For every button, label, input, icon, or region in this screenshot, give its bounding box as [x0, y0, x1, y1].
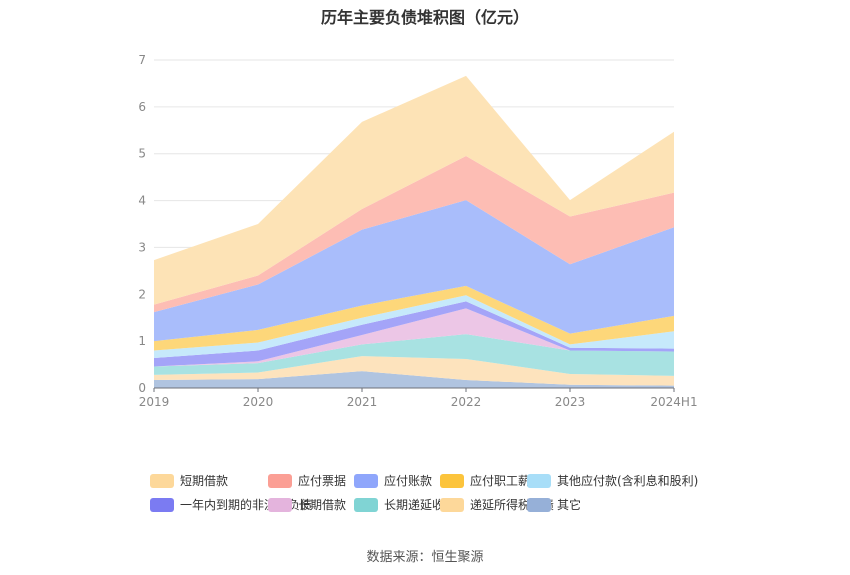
chart-title: 历年主要负债堆积图（亿元）: [320, 8, 529, 27]
area-series-3: [154, 308, 674, 367]
area-series-2: [154, 334, 674, 376]
x-tick-label: 2022: [451, 395, 482, 409]
area-series-6: [154, 285, 674, 351]
legend-item[interactable]: 应付账款: [354, 473, 432, 488]
area-series-4: [154, 301, 674, 367]
legend: 短期借款 应付票据 应付账款 应付职工薪酬 其他应付款(含利息和股利) 一年内到期的非流动…: [150, 473, 698, 512]
legend-item[interactable]: 长期借款: [268, 498, 346, 512]
area-series-5: [154, 295, 674, 359]
area-series-9: [154, 75, 674, 305]
x-tick-label: 2019: [139, 395, 170, 409]
legend-swatch: [268, 498, 292, 512]
area-series-1: [154, 356, 674, 386]
legend-swatch: [150, 474, 174, 488]
legend-item[interactable]: 应付票据: [268, 473, 346, 488]
area-series-7: [154, 200, 674, 342]
legend-label: 短期借款: [180, 474, 228, 488]
y-tick-label: 5: [138, 147, 146, 161]
x-tick-label: 2020: [243, 395, 274, 409]
legend-swatch: [527, 474, 551, 488]
x-tick-label: 2024H1: [650, 395, 697, 409]
y-tick-label: 1: [138, 334, 146, 348]
legend-label: 长期借款: [298, 498, 346, 512]
legend-label: 应付职工薪酬: [470, 473, 542, 488]
legend-swatch: [527, 498, 551, 512]
legend-item[interactable]: 其它: [527, 497, 581, 512]
legend-swatch: [440, 474, 464, 488]
legend-item[interactable]: 短期借款: [150, 474, 228, 488]
legend-swatch: [150, 498, 174, 512]
y-tick-label: 3: [138, 240, 146, 254]
legend-label: 一年内到期的非流动负债: [180, 497, 312, 512]
legend-label: 应付账款: [384, 473, 432, 488]
legend-swatch: [354, 474, 378, 488]
y-tick-label: 7: [138, 53, 146, 67]
x-tick-label: 2021: [347, 395, 378, 409]
legend-item[interactable]: 长期递延收益: [354, 498, 456, 512]
area-series-8: [154, 156, 674, 313]
legend-swatch: [440, 498, 464, 512]
legend-label: 其他应付款(含利息和股利): [557, 473, 698, 488]
y-tick-label: 0: [138, 381, 146, 395]
area-series-0: [154, 371, 674, 388]
x-tick-label: 2023: [555, 395, 586, 409]
axes: 0 1 2 3 4 5 6 7 2019 2020 2021 2022 2023 2024H1: [138, 53, 697, 409]
area-series: [154, 75, 674, 388]
legend-swatch: [268, 474, 292, 488]
y-tick-label: 4: [138, 194, 146, 208]
legend-label: 应付票据: [298, 473, 346, 488]
y-tick-label: 2: [138, 287, 146, 301]
legend-item[interactable]: 应付职工薪酬: [440, 473, 542, 488]
legend-label: 其它: [557, 497, 581, 512]
data-source: 数据来源：恒生聚源: [366, 550, 484, 565]
legend-swatch: [354, 498, 378, 512]
y-tick-label: 6: [138, 100, 146, 114]
legend-label: 长期递延收益: [384, 498, 456, 512]
legend-item[interactable]: 其他应付款(含利息和股利): [527, 473, 698, 488]
